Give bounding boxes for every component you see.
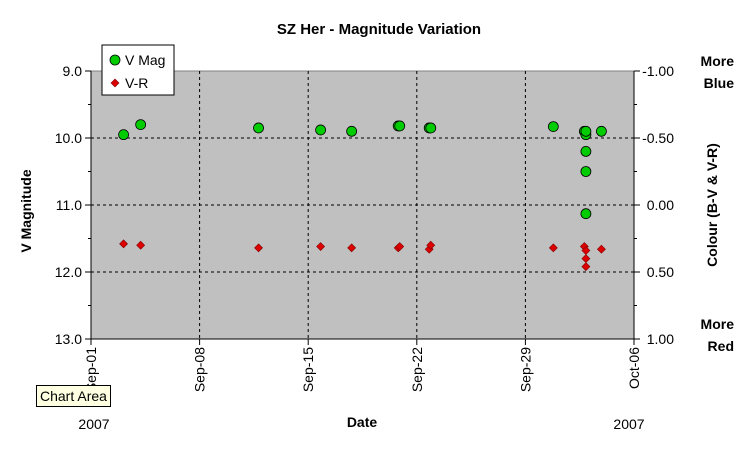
vr-point <box>581 262 591 272</box>
legend-box <box>101 44 175 96</box>
vr-point <box>316 242 326 251</box>
x-tick-label: Sep-29 <box>517 347 533 392</box>
vmag-point <box>547 121 559 133</box>
more-red-label-line1: More <box>701 316 735 332</box>
legend-vr-label: V-R <box>125 75 148 91</box>
y-right-tick-label: -1.00 <box>642 63 674 79</box>
vr-point <box>548 243 558 253</box>
x-tick-labels: Sep-01 Sep-08 Sep-15 Sep-22 Sep-29 Oct-06 <box>83 347 642 392</box>
vmag-point <box>135 119 147 130</box>
vmag-point <box>346 125 358 137</box>
y-left-tick-labels: 9.0 10.0 11.0 12.0 13.0 <box>55 63 82 347</box>
vmag-point <box>253 122 264 134</box>
vr-point <box>254 243 263 253</box>
more-red-label-line2: Red <box>708 338 734 354</box>
y-left-tick-label: 13.0 <box>55 331 82 347</box>
year-label-left: 2007 <box>78 416 109 432</box>
vr-point <box>347 243 357 253</box>
year-label-right: 2007 <box>613 416 644 432</box>
vmag-point <box>425 122 437 134</box>
vr-point <box>426 240 436 250</box>
axes <box>85 70 640 345</box>
chart-title: SZ Her - Magnitude Variation <box>277 21 481 38</box>
vmag-point <box>118 129 129 141</box>
x-tick-label: Sep-01 <box>83 347 99 392</box>
chart-area-tooltip: Chart Area <box>36 385 111 407</box>
y-right-tick-label: 1.00 <box>647 331 674 347</box>
vmag-point <box>596 125 607 137</box>
y-left-tick-label: 12.0 <box>55 264 82 280</box>
vmag-point <box>315 124 327 136</box>
gridlines <box>91 71 634 339</box>
vr-point <box>136 240 146 250</box>
vmag-point <box>394 120 406 132</box>
x-axis-label: Date <box>347 414 378 430</box>
vmag-point <box>580 125 592 137</box>
y-right-tick-label: 0.00 <box>647 197 674 213</box>
legend-vmag-marker <box>109 54 121 66</box>
y-left-tick-label: 9.0 <box>63 63 83 79</box>
more-blue-label-line1: More <box>701 53 735 69</box>
x-tick-label: Sep-08 <box>192 347 208 392</box>
x-tick-label: Sep-22 <box>409 347 425 392</box>
y-left-tick-label: 10.0 <box>55 130 82 146</box>
vmag-point <box>580 145 592 157</box>
legend-vr-marker <box>110 78 120 88</box>
y-right-tick-labels: -1.00 -0.50 0.00 0.50 1.00 <box>642 63 674 347</box>
y-left-tick-label: 11.0 <box>56 197 82 213</box>
x-tick-label: Sep-15 <box>300 347 316 392</box>
vr-point <box>119 239 129 249</box>
legend[interactable]: V Mag V-R <box>101 44 175 96</box>
legend-vmag-label: V Mag <box>125 52 165 68</box>
vmag-point <box>580 166 592 177</box>
vr-point <box>395 242 405 251</box>
y-right-tick-label: 0.50 <box>647 264 674 280</box>
more-blue-label-line2: Blue <box>704 75 735 91</box>
x-tick-label: Oct-06 <box>626 347 642 389</box>
y-right-axis-label: Colour (B-V & V-R) <box>704 143 720 267</box>
vmag-point <box>580 208 592 220</box>
y-right-tick-label: -0.50 <box>642 130 674 146</box>
vr-point <box>596 244 606 254</box>
data-marks <box>118 119 607 272</box>
y-left-axis-label: V Magnitude <box>18 169 34 252</box>
